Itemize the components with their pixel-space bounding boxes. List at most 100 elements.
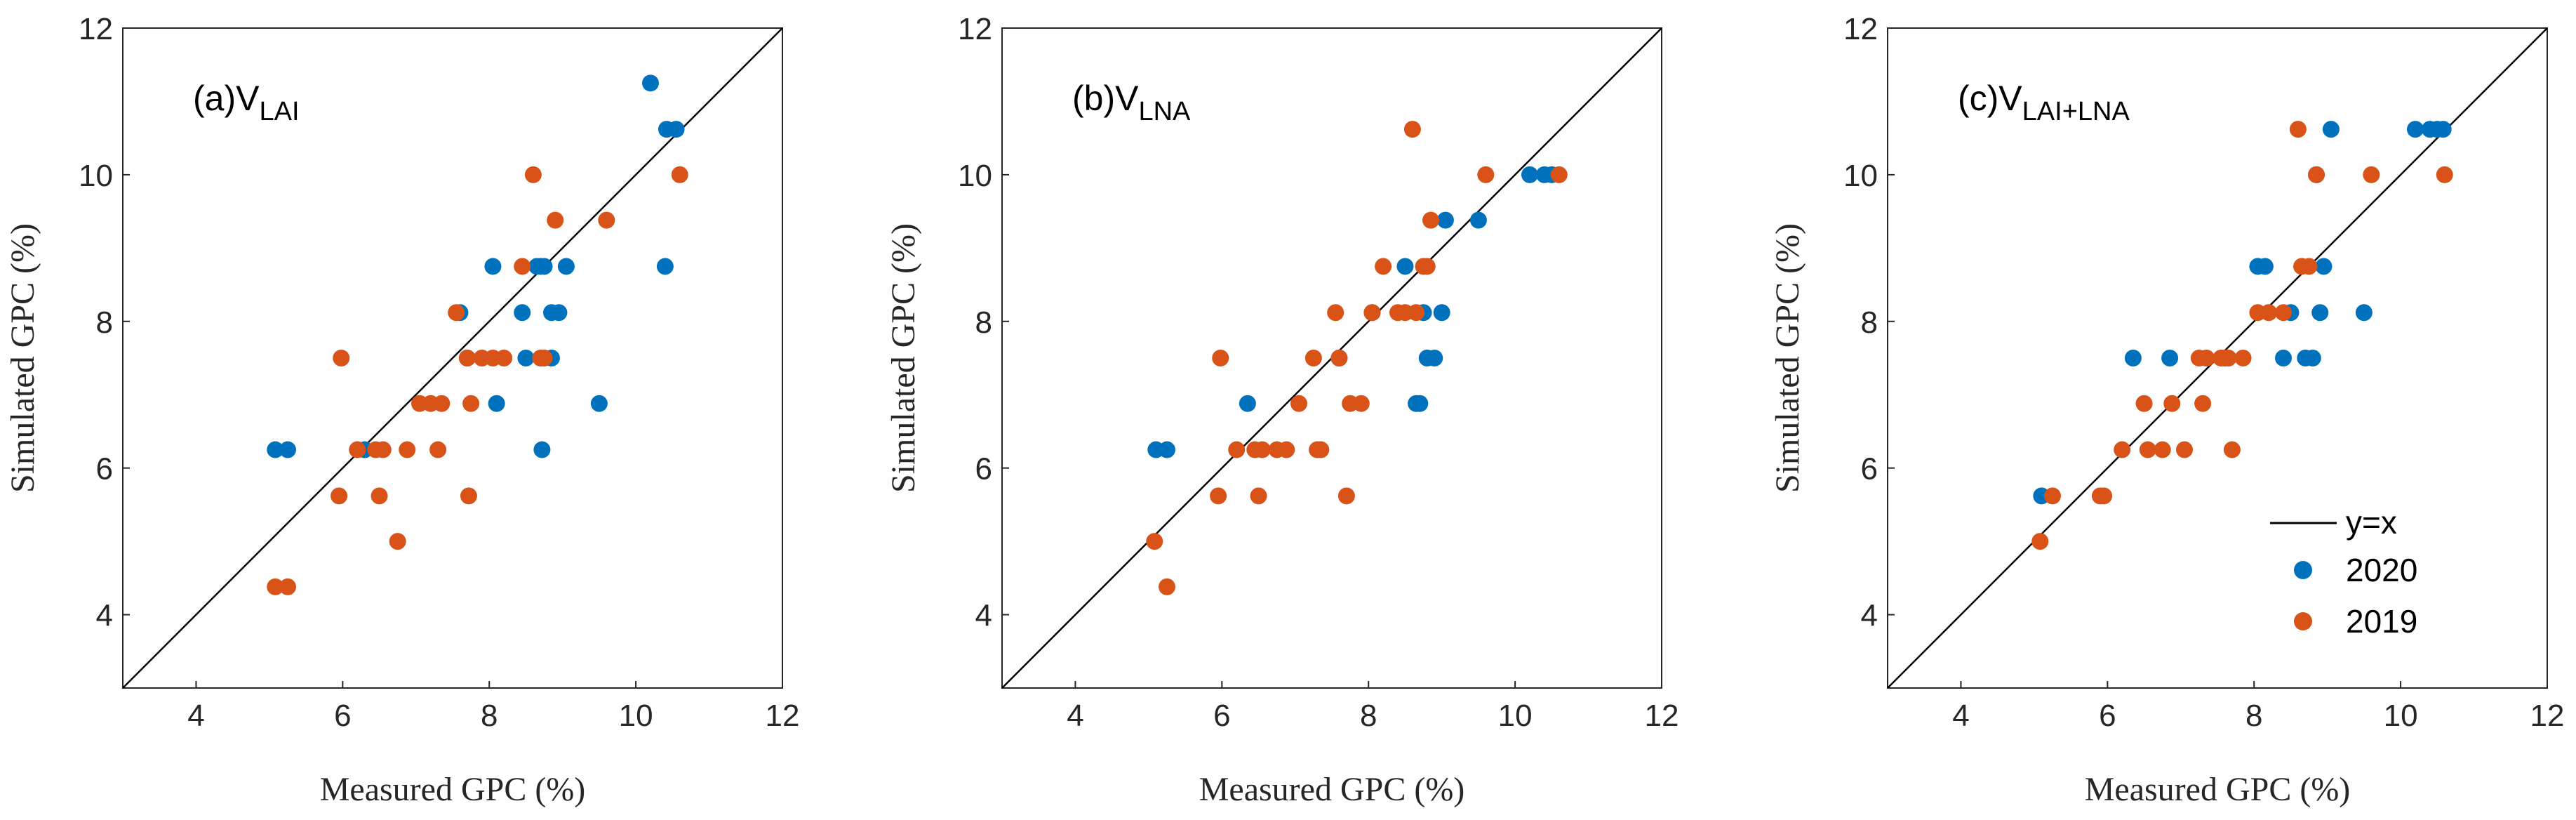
points-group (267, 74, 688, 595)
x-tick-label: 10 (1498, 699, 1533, 733)
tick-group: 4 6 8 10 12 4 6 8 10 12 (958, 12, 1679, 733)
y-tick-label: 6 (96, 452, 113, 487)
y-tick-label: 4 (96, 599, 113, 633)
data-point-2020 (656, 258, 674, 275)
data-point-2020 (590, 395, 608, 412)
data-point-2019 (371, 487, 388, 505)
data-point-2019 (1312, 441, 1330, 458)
x-tick-label: 12 (1645, 699, 1679, 733)
data-point-2020 (1426, 350, 1443, 366)
data-point-2020 (488, 395, 505, 412)
x-tick-label: 10 (2384, 699, 2418, 733)
data-point-2020 (279, 441, 296, 458)
data-point-2020 (2161, 350, 2179, 366)
x-tick-label: 6 (334, 699, 351, 733)
data-point-2019 (2275, 304, 2292, 322)
data-point-2020 (2407, 121, 2424, 138)
y-tick-label: 10 (79, 159, 113, 193)
data-point-2019 (448, 304, 465, 322)
data-point-2020 (1521, 166, 1538, 183)
data-point-2019 (2223, 441, 2241, 458)
data-point-2019 (535, 350, 553, 366)
data-point-2019 (1408, 304, 1425, 322)
data-point-2020 (550, 304, 568, 322)
data-point-2020 (2256, 258, 2274, 275)
data-point-2019 (2095, 487, 2113, 505)
data-point-2019 (524, 166, 542, 183)
y-equals-x-line (122, 27, 783, 689)
data-point-2019 (349, 441, 366, 458)
panel-title: (a)VLAI (193, 79, 300, 126)
data-point-2019 (399, 441, 416, 458)
data-point-2020 (2322, 121, 2340, 138)
panel-a: (a)VLAI Measured GPC (%) Simulated GPC (… (4, 12, 799, 808)
data-point-2019 (2031, 533, 2049, 550)
data-point-2019 (267, 578, 284, 595)
x-tick-label: 4 (187, 699, 204, 733)
data-point-2019 (2139, 441, 2156, 458)
data-point-2019 (331, 487, 348, 505)
x-axis-label: Measured GPC (%) (2085, 771, 2351, 808)
legend-2019-marker (2294, 612, 2312, 630)
data-point-2020 (514, 304, 531, 322)
data-point-2020 (2275, 350, 2292, 366)
data-point-2019 (374, 441, 392, 458)
data-point-2020 (1396, 258, 1414, 275)
data-point-2020 (2124, 350, 2142, 366)
x-tick-label: 10 (619, 699, 653, 733)
y-tick-label: 6 (1861, 452, 1878, 487)
x-tick-label: 4 (1952, 699, 1969, 733)
data-point-2019 (2163, 395, 2181, 412)
data-point-2020 (642, 74, 659, 92)
y-tick-label: 12 (958, 12, 992, 46)
data-point-2019 (2260, 304, 2278, 322)
panel-title: (c)VLAI+LNA (1958, 79, 2130, 126)
x-axis-label: Measured GPC (%) (1199, 771, 1465, 808)
data-point-2020 (517, 350, 535, 366)
data-point-2019 (1210, 487, 1227, 505)
panel-title: (b)VLNA (1072, 79, 1191, 126)
data-point-2020 (1469, 211, 1487, 229)
data-point-2019 (1550, 166, 1568, 183)
y-tick-label: 10 (1843, 159, 1878, 193)
data-point-2019 (2154, 441, 2171, 458)
data-point-2019 (429, 441, 447, 458)
data-point-2019 (547, 211, 564, 229)
data-point-2019 (462, 395, 480, 412)
x-tick-label: 8 (2245, 699, 2262, 733)
data-point-2019 (2289, 121, 2307, 138)
data-point-2019 (2114, 441, 2131, 458)
y-tick-label: 12 (79, 12, 113, 46)
data-point-2019 (2198, 350, 2215, 366)
data-point-2020 (535, 258, 553, 275)
data-point-2019 (2300, 258, 2318, 275)
data-point-2019 (1363, 304, 1381, 322)
x-tick-label: 8 (1360, 699, 1377, 733)
data-point-2019 (671, 166, 688, 183)
data-point-2019 (2044, 487, 2061, 505)
data-point-2020 (533, 441, 551, 458)
data-point-2019 (2220, 350, 2237, 366)
y-axis-label: Simulated GPC (%) (4, 223, 41, 493)
x-tick-label: 12 (766, 699, 800, 733)
data-point-2019 (460, 487, 477, 505)
data-point-2019 (389, 533, 406, 550)
data-point-2020 (557, 258, 575, 275)
data-point-2019 (2135, 395, 2153, 412)
data-point-2019 (1290, 395, 1307, 412)
data-point-2019 (2234, 350, 2252, 366)
y-tick-label: 8 (96, 305, 113, 340)
data-point-2019 (1228, 441, 1246, 458)
data-point-2020 (2355, 304, 2373, 322)
data-point-2020 (267, 441, 284, 458)
data-point-2019 (1146, 533, 1163, 550)
x-tick-label: 8 (481, 699, 498, 733)
x-tick-label: 6 (1213, 699, 1230, 733)
tick-group: 4 6 8 10 12 4 6 8 10 12 (1843, 12, 2564, 733)
data-point-2019 (1422, 211, 1439, 229)
data-point-2019 (1212, 350, 1229, 366)
data-point-2020 (484, 258, 502, 275)
data-point-2019 (1327, 304, 1344, 322)
data-point-2019 (598, 211, 615, 229)
data-point-2019 (1304, 350, 1322, 366)
